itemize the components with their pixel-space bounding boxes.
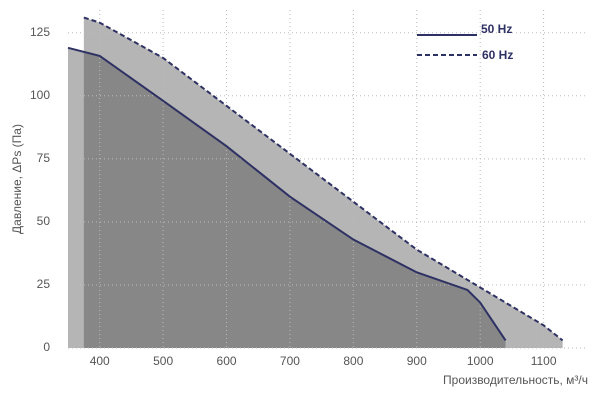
y-tick-label: 75 [37, 151, 51, 165]
x-tick-label: 500 [153, 354, 173, 368]
series-line [83, 16, 564, 342]
y-axis-title: Давление, ΔPs (Па) [10, 124, 24, 234]
x-tick-label: 800 [343, 354, 363, 368]
area-dark [83, 51, 506, 348]
y-tick-label: 50 [37, 214, 51, 228]
y-tick-label: 25 [37, 277, 51, 291]
x-tick-label: 1100 [531, 354, 557, 368]
legend-label: 50 Hz [481, 22, 512, 36]
x-tick-label: 1000 [467, 354, 494, 368]
y-tick-label: 100 [30, 88, 50, 102]
legend-label: 60 Hz [482, 48, 513, 62]
x-tick-label: 600 [217, 354, 237, 368]
y-tick-label: 0 [43, 340, 50, 354]
y-tick-label: 125 [30, 25, 50, 39]
x-tick-label: 400 [90, 354, 110, 368]
series-line [67, 46, 507, 341]
x-tick-label: 700 [280, 354, 300, 368]
x-axis-title: Производительность, м³/ч [443, 373, 588, 387]
x-tick-label: 900 [407, 354, 427, 368]
